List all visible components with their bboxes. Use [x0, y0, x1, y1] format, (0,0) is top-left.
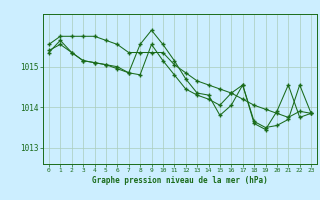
X-axis label: Graphe pression niveau de la mer (hPa): Graphe pression niveau de la mer (hPa): [92, 176, 268, 185]
